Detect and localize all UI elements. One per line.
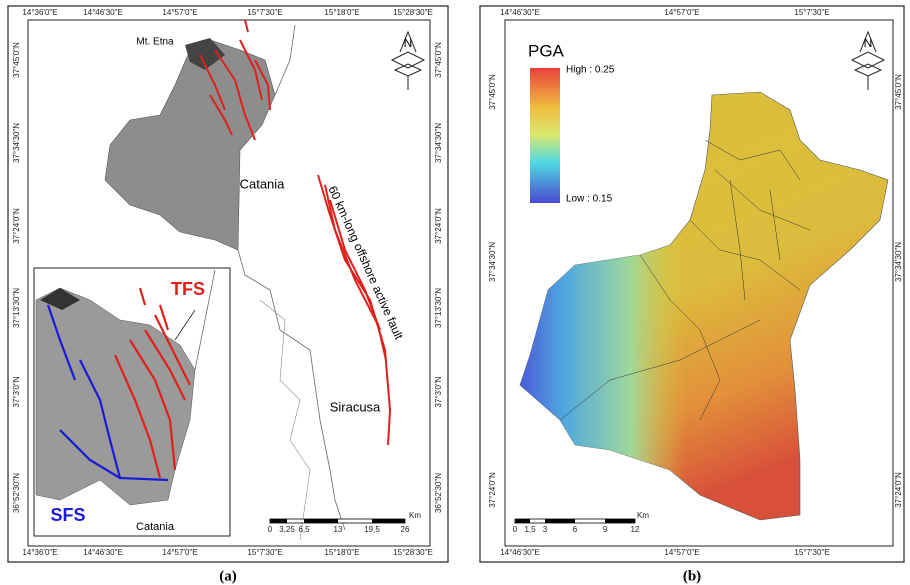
longitude-label: 14°46'30"E: [500, 548, 540, 557]
longitude-label: 14°36'0"E: [22, 8, 57, 17]
caption: (b): [683, 568, 701, 584]
longitude-label: 14°36'0"E: [22, 548, 57, 557]
scale-label: 26: [401, 525, 410, 534]
longitude-label: 15°28'30"E: [393, 8, 433, 17]
scale-label: 6,5: [298, 525, 310, 534]
longitude-label: 15°7'30"E: [794, 8, 829, 17]
longitude-label: 15°7'30"E: [247, 8, 282, 17]
longitude-label: 15°18'0"E: [324, 8, 359, 17]
longitude-label: 15°28'30"E: [393, 548, 433, 557]
latitude-label: 37°34'30"N: [434, 123, 443, 163]
longitude-label: 14°57'0"E: [162, 8, 197, 17]
scale-label: 3,25: [279, 525, 295, 534]
label-etna: Mt. Etna: [136, 37, 174, 48]
label-catania: Catania: [240, 176, 286, 191]
boundary: [259, 299, 311, 541]
inset-faults-sfs: [46, 304, 169, 482]
longitude-label: 14°46'30"E: [500, 8, 540, 17]
caption: (a): [219, 568, 237, 584]
label-tfs: TFS: [171, 279, 205, 299]
latitude-label: 37°45'0"N: [12, 42, 21, 78]
latitude-label: 37°45'0"N: [434, 42, 443, 78]
latitude-label: 37°13'30"N: [12, 288, 21, 328]
scale-bar-b: [514, 518, 636, 524]
latitude-label: 37°3'0"N: [434, 376, 443, 407]
label-siracusa: Siracusa: [330, 399, 381, 414]
north-arrow-a: [390, 30, 426, 90]
scale-label: 0: [513, 525, 518, 534]
longitude-label: 14°57'0"E: [664, 8, 699, 17]
longitude-label: 14°57'0"E: [664, 548, 699, 557]
scale-label: 3: [543, 525, 548, 534]
legend-high: High : 0.25: [566, 65, 615, 76]
leader-line: [174, 309, 196, 341]
latitude-label: 37°24'0"N: [12, 208, 21, 244]
label-sfs: SFS: [50, 505, 85, 525]
latitude-label: 36°52'30"N: [12, 473, 21, 513]
scale-label: 13: [334, 525, 343, 534]
longitude-label: 14°46'30"E: [83, 548, 123, 557]
longitude-label: 15°7'30"E: [247, 548, 282, 557]
scale-unit: Km: [637, 511, 649, 520]
latitude-label: 36°52'30"N: [434, 473, 443, 513]
latitude-label: 37°45'0"N: [488, 74, 497, 110]
faults: [199, 19, 392, 446]
scale-label: 1,5: [524, 525, 536, 534]
legend-title: PGA: [528, 41, 565, 60]
north-arrow-b: [850, 30, 886, 90]
dem-area: [104, 39, 276, 251]
scale-bar-a: [269, 518, 406, 524]
scale-label: 19,5: [364, 525, 380, 534]
scale-label: 6: [573, 525, 578, 534]
latitude-label: 37°24'0"N: [894, 472, 903, 508]
latitude-label: 37°45'0"N: [894, 74, 903, 110]
legend-ramp: [530, 68, 560, 203]
frame-a: [7, 5, 449, 563]
latitude-label: 37°24'0"N: [434, 208, 443, 244]
inset-faults-tfs: [113, 287, 191, 479]
longitude-label: 15°18'0"E: [324, 548, 359, 557]
north-letter: N: [404, 36, 413, 50]
frame-b: [479, 5, 905, 563]
latitude-label: 37°34'30"N: [488, 242, 497, 282]
pga-map: [519, 91, 889, 521]
coastline: [237, 24, 346, 531]
label-inset-catania: Catania: [136, 521, 175, 533]
latitude-label: 37°34'30"N: [894, 242, 903, 282]
inset-coast: [194, 269, 216, 371]
scale-unit: Km: [409, 511, 421, 520]
scale-label: 0: [268, 525, 273, 534]
inset-dem: [35, 287, 196, 506]
longitude-label: 15°7'30"E: [794, 548, 829, 557]
inset-summit: [40, 288, 80, 310]
latitude-label: 37°24'0"N: [488, 472, 497, 508]
latitude-label: 37°13'30"N: [434, 288, 443, 328]
scale-label: 9: [603, 525, 608, 534]
scale-label: 12: [631, 525, 640, 534]
legend-low: Low : 0.15: [566, 194, 613, 205]
etna-summit: [185, 38, 225, 70]
longitude-label: 14°57'0"E: [162, 548, 197, 557]
latitude-label: 37°3'0"N: [12, 376, 21, 407]
north-letter: N: [864, 36, 873, 50]
longitude-label: 14°46'30"E: [83, 8, 123, 17]
latitude-label: 37°34'30"N: [12, 123, 21, 163]
